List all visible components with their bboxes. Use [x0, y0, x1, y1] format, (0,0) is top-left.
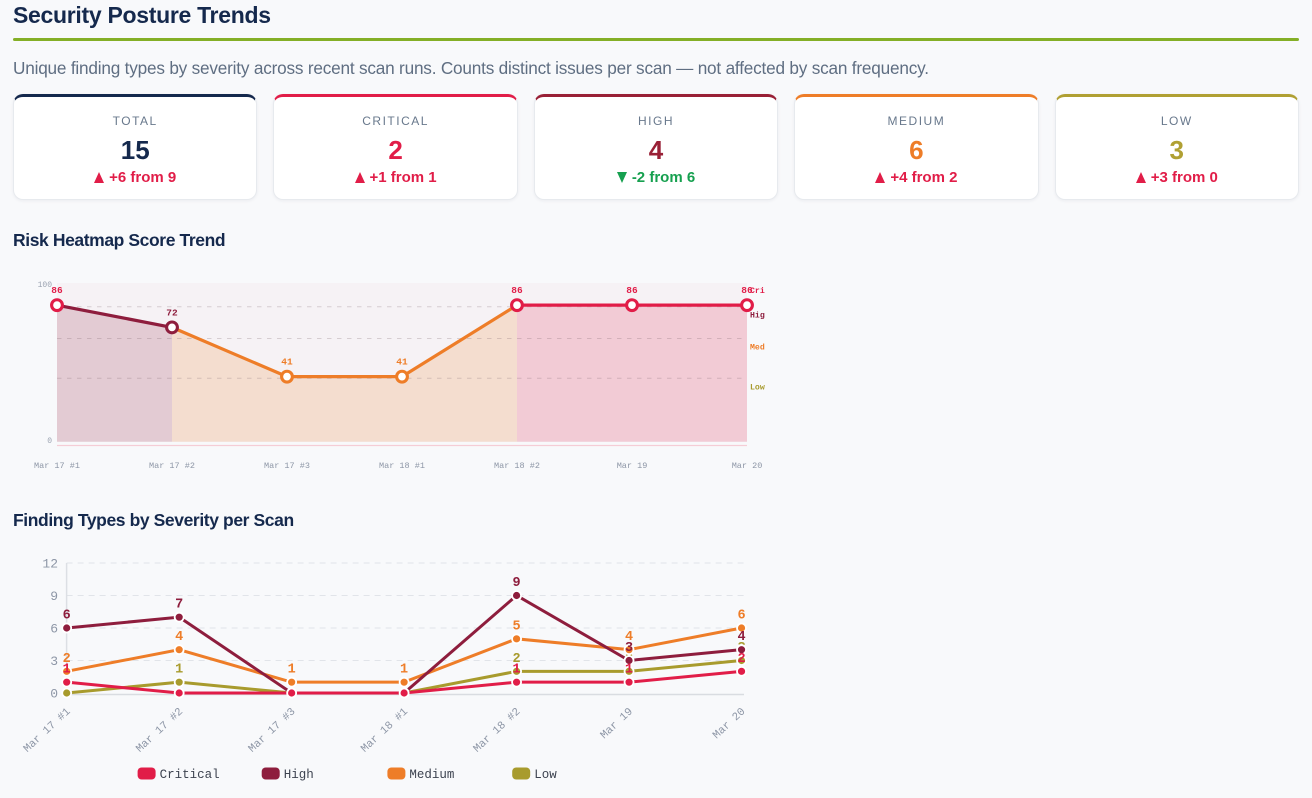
- svg-text:4: 4: [625, 630, 633, 645]
- svg-text:86: 86: [741, 285, 753, 296]
- svg-text:Mar 17 #3: Mar 17 #3: [247, 706, 299, 755]
- svg-text:Mar 17 #3: Mar 17 #3: [264, 461, 310, 471]
- svg-text:9: 9: [513, 576, 521, 591]
- svg-text:3: 3: [50, 654, 58, 669]
- svg-text:2: 2: [513, 652, 521, 667]
- svg-text:Mar 17 #2: Mar 17 #2: [149, 461, 195, 471]
- svg-text:0: 0: [47, 437, 52, 446]
- svg-text:1: 1: [513, 663, 521, 678]
- svg-text:7: 7: [175, 598, 183, 613]
- svg-text:Hig: Hig: [750, 311, 765, 321]
- svg-text:41: 41: [281, 357, 293, 368]
- svg-text:Mar 17 #2: Mar 17 #2: [134, 706, 186, 755]
- svg-text:Medium: Medium: [409, 768, 454, 782]
- svg-text:6: 6: [50, 622, 58, 637]
- svg-text:Low: Low: [750, 384, 765, 393]
- svg-text:Mar 20: Mar 20: [711, 706, 748, 742]
- svg-text:72: 72: [166, 307, 178, 318]
- svg-text:6: 6: [737, 609, 745, 624]
- svg-text:1: 1: [175, 663, 183, 678]
- svg-text:3: 3: [625, 641, 633, 656]
- svg-text:Low: Low: [534, 768, 557, 782]
- svg-text:6: 6: [63, 609, 71, 624]
- svg-text:1: 1: [288, 663, 296, 678]
- svg-text:Med: Med: [750, 343, 765, 353]
- svg-text:9: 9: [50, 589, 58, 604]
- svg-text:4: 4: [737, 630, 745, 645]
- svg-text:Critical: Critical: [160, 768, 220, 782]
- svg-text:41: 41: [396, 357, 408, 368]
- svg-text:Mar 18 #1: Mar 18 #1: [379, 461, 425, 471]
- svg-text:0: 0: [50, 687, 58, 702]
- svg-text:86: 86: [51, 285, 63, 296]
- svg-text:High: High: [284, 768, 314, 782]
- svg-text:100: 100: [38, 281, 53, 290]
- svg-text:12: 12: [42, 557, 58, 572]
- svg-text:4: 4: [175, 630, 183, 645]
- svg-text:86: 86: [511, 285, 523, 296]
- svg-text:1: 1: [625, 663, 633, 678]
- svg-text:Mar 17 #1: Mar 17 #1: [34, 461, 80, 471]
- svg-text:Mar 18 #1: Mar 18 #1: [359, 706, 411, 756]
- svg-text:2: 2: [63, 652, 71, 667]
- svg-text:1: 1: [400, 663, 408, 678]
- svg-text:Mar 18 #2: Mar 18 #2: [472, 706, 524, 755]
- svg-text:Mar 20: Mar 20: [732, 461, 763, 471]
- svg-text:Mar 19: Mar 19: [599, 706, 636, 742]
- svg-text:Mar 17 #1: Mar 17 #1: [22, 706, 74, 756]
- svg-text:1: 1: [63, 663, 71, 678]
- svg-text:Cri: Cri: [750, 286, 765, 296]
- svg-text:86: 86: [626, 285, 638, 296]
- svg-text:5: 5: [513, 619, 521, 634]
- svg-text:Mar 19: Mar 19: [617, 461, 648, 471]
- svg-text:2: 2: [737, 652, 745, 667]
- svg-text:Mar 18 #2: Mar 18 #2: [494, 461, 540, 471]
